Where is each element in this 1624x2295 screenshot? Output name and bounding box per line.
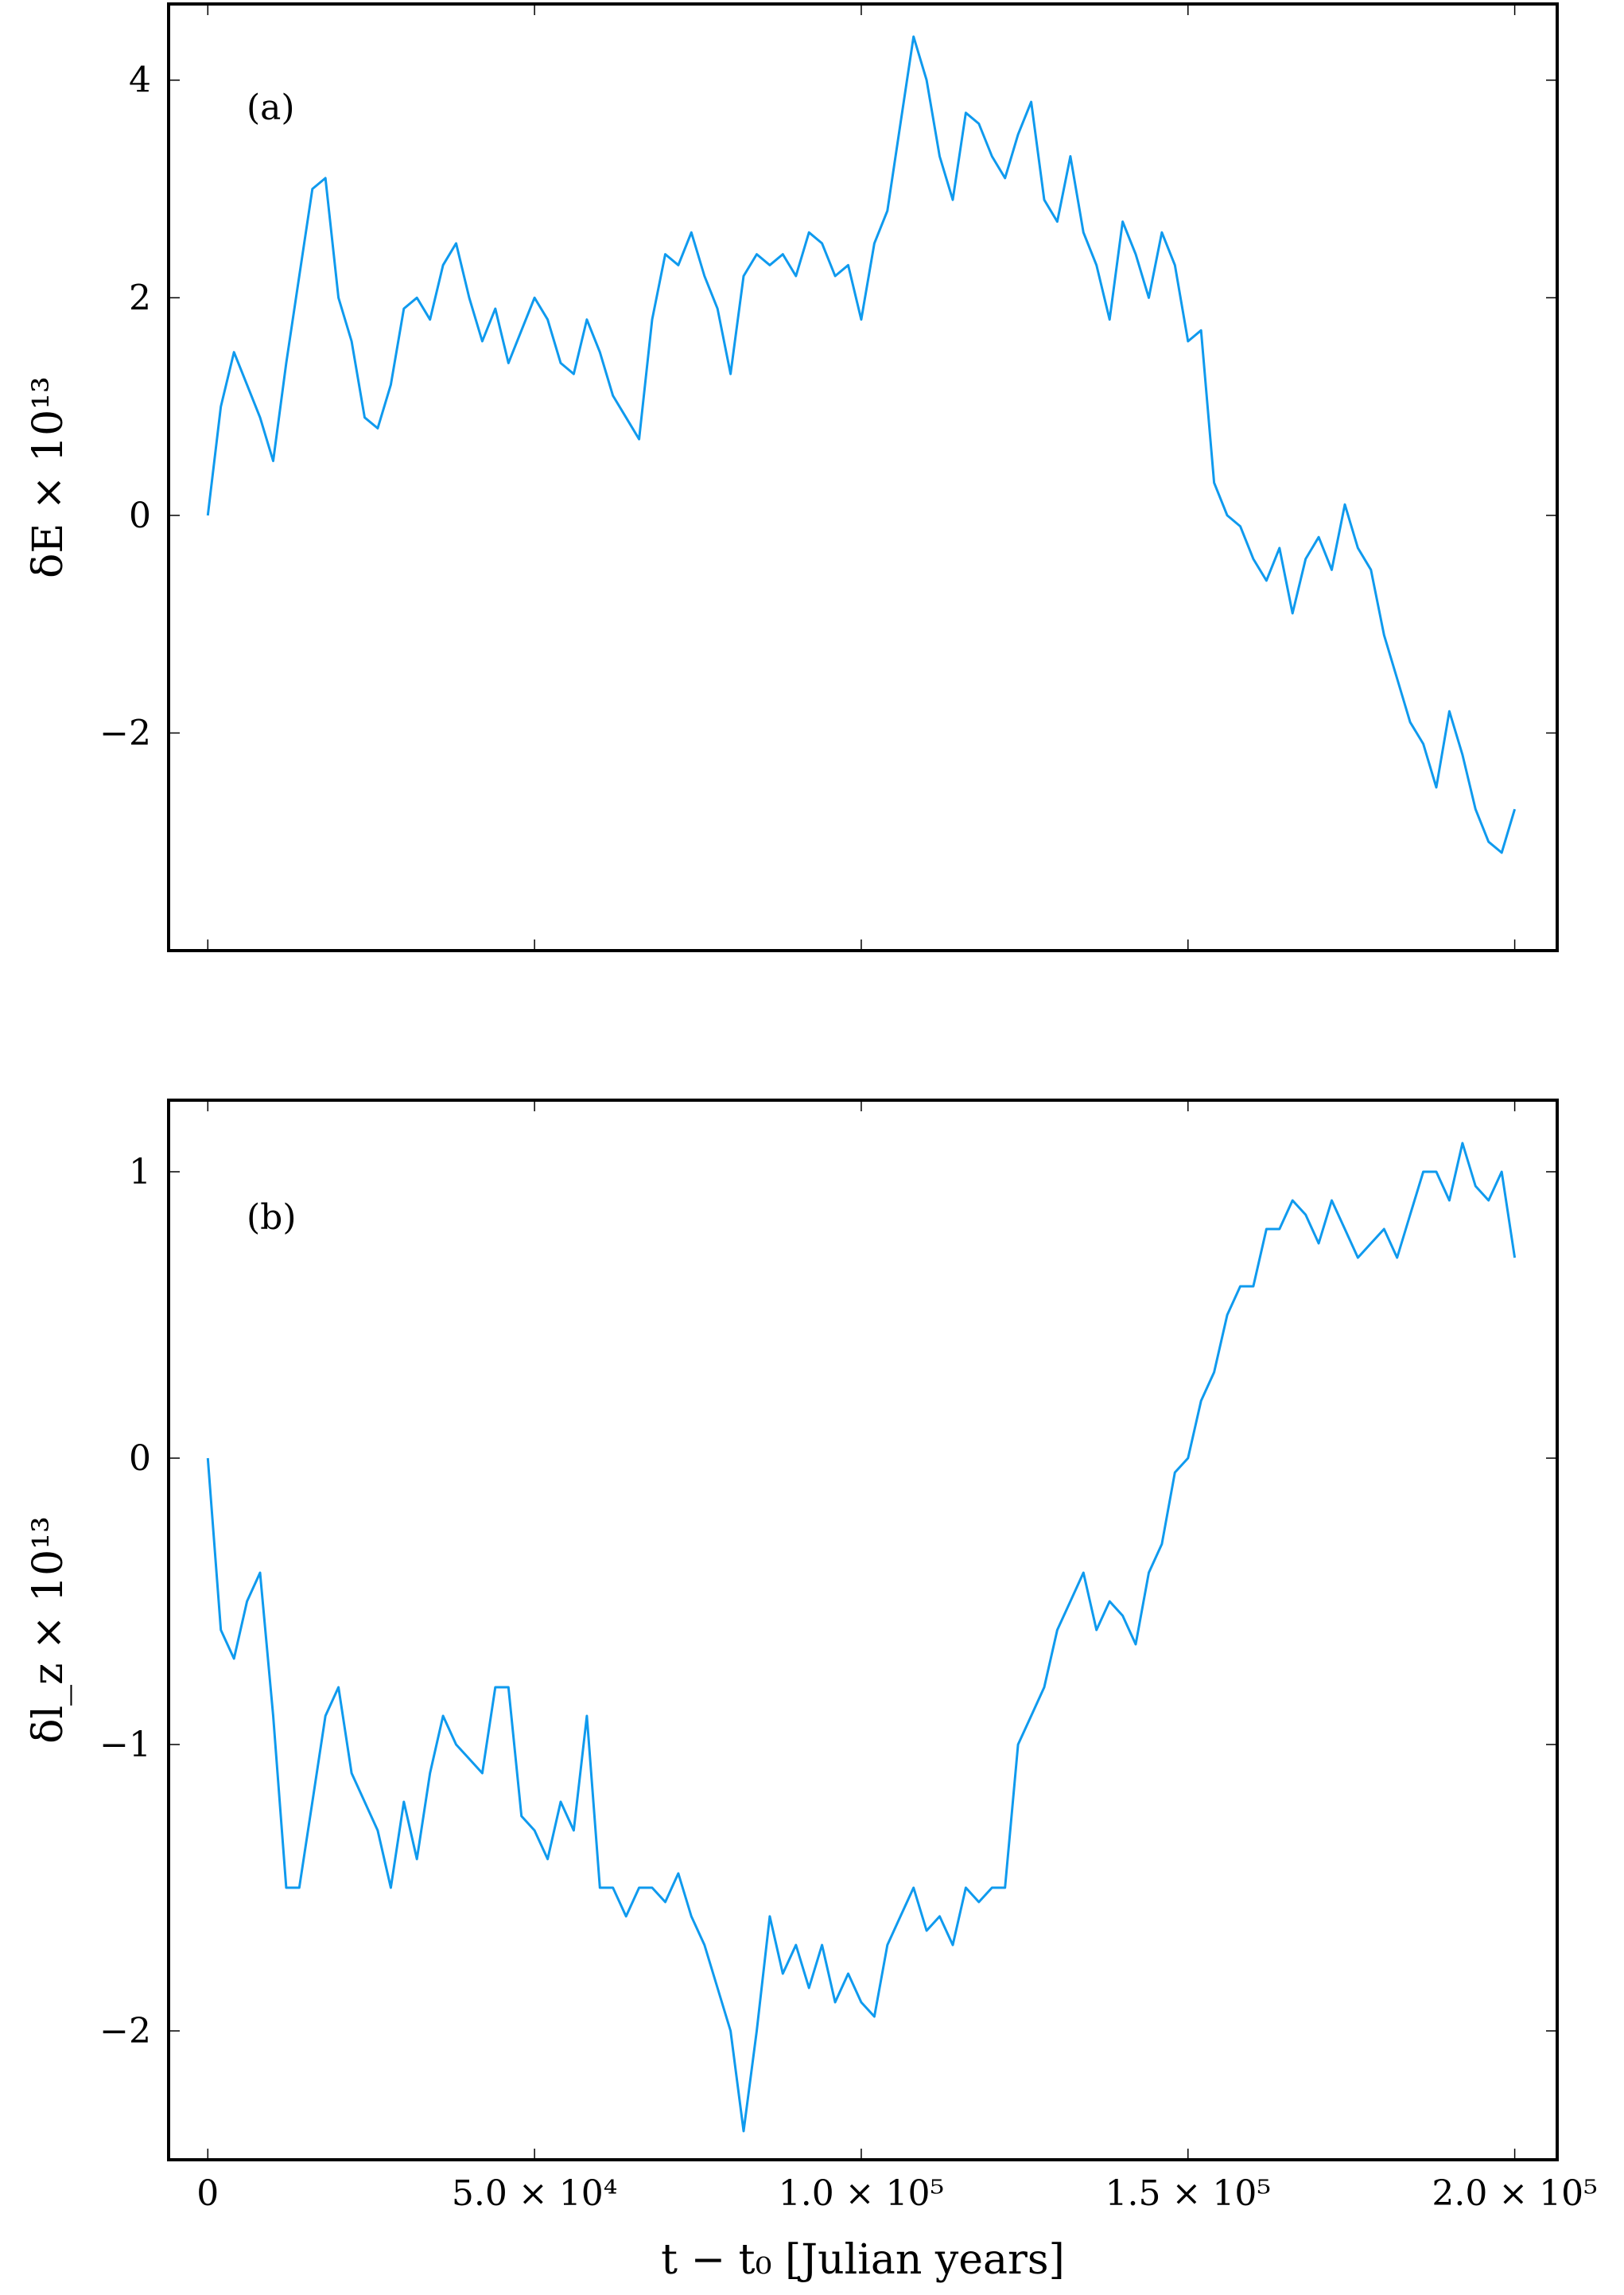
y-axis-label: δE × 10¹³	[25, 376, 72, 578]
y-tick-label: 4	[129, 60, 151, 101]
panel-label: (b)	[247, 1197, 297, 1238]
y-tick-label: 1	[129, 1152, 151, 1192]
y-axis-label: δl_z × 10¹³	[25, 1516, 72, 1744]
panel-label: (a)	[247, 88, 295, 128]
x-tick-label: 1.5 × 10⁵	[1105, 2173, 1271, 2214]
plot-frame	[167, 1099, 1559, 2161]
data-series-line	[206, 1142, 1517, 2133]
plot-frame	[167, 2, 1559, 952]
x-tick-label: 0	[196, 2173, 219, 2214]
data-series-line	[206, 35, 1517, 854]
x-tick-label: 2.0 × 10⁵	[1432, 2173, 1597, 2214]
x-axis-label: t − t₀ [Julian years]	[661, 2236, 1065, 2284]
x-tick-label: 1.0 × 10⁵	[779, 2173, 944, 2214]
y-tick-label: 2	[129, 278, 151, 318]
y-tick-label: −1	[99, 1725, 151, 1765]
y-tick-label: 0	[129, 496, 151, 536]
y-tick-label: −2	[99, 2011, 151, 2052]
x-tick-label: 5.0 × 10⁴	[452, 2173, 617, 2214]
y-tick-label: −2	[99, 713, 151, 753]
y-tick-label: 0	[129, 1438, 151, 1479]
